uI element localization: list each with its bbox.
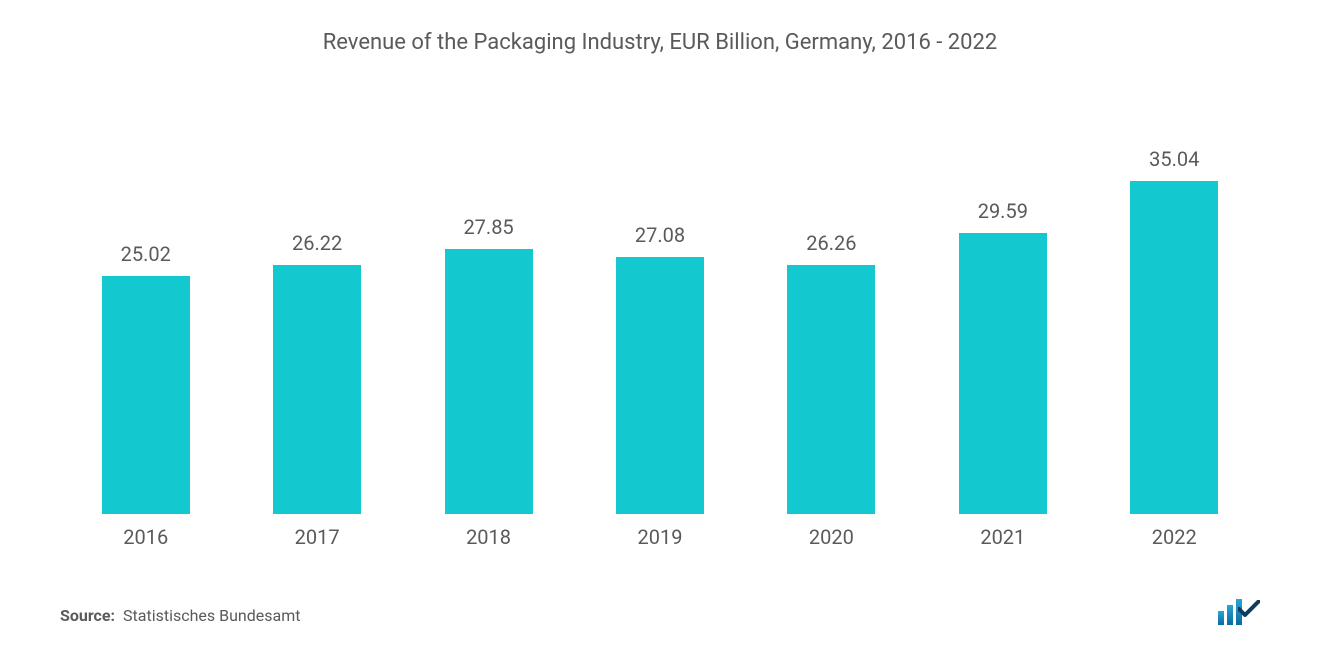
x-axis-labels: 2016 2017 2018 2019 2020 2021 2022 — [50, 525, 1270, 549]
x-label: 2019 — [574, 525, 745, 549]
value-label: 29.59 — [978, 199, 1028, 223]
source-label: Source: — [60, 606, 115, 625]
bar — [273, 265, 361, 514]
source-line: Source: Statistisches Bundesamt — [60, 606, 300, 625]
plot-area: 25.02 26.22 27.85 27.08 26.26 29.59 35.0… — [50, 95, 1270, 515]
value-label: 26.22 — [292, 231, 342, 255]
value-label: 27.08 — [635, 223, 685, 247]
bar-group: 27.85 — [403, 95, 574, 514]
x-label: 2016 — [60, 525, 231, 549]
bar — [102, 276, 190, 514]
bar-group: 27.08 — [574, 95, 745, 514]
bar — [445, 249, 533, 514]
chart-footer: Source: Statistisches Bundesamt — [50, 599, 1270, 625]
value-label: 27.85 — [463, 215, 513, 239]
value-label: 35.04 — [1149, 147, 1199, 171]
x-label: 2017 — [231, 525, 402, 549]
x-label: 2021 — [917, 525, 1088, 549]
brand-logo — [1218, 599, 1260, 625]
source-text: Statistisches Bundesamt — [123, 606, 300, 625]
bar-group: 25.02 — [60, 95, 231, 514]
chart-title: Revenue of the Packaging Industry, EUR B… — [50, 30, 1270, 55]
chart-container: Revenue of the Packaging Industry, EUR B… — [0, 0, 1320, 665]
bar-group: 29.59 — [917, 95, 1088, 514]
bar — [616, 257, 704, 514]
x-label: 2020 — [746, 525, 917, 549]
x-label: 2018 — [403, 525, 574, 549]
logo-check-icon — [1238, 600, 1260, 618]
bar-group: 35.04 — [1089, 95, 1260, 514]
bar — [787, 265, 875, 514]
bar-group: 26.22 — [231, 95, 402, 514]
value-label: 25.02 — [121, 242, 171, 266]
bar-group: 26.26 — [746, 95, 917, 514]
bar — [959, 233, 1047, 514]
bar — [1130, 181, 1218, 514]
value-label: 26.26 — [806, 231, 856, 255]
x-label: 2022 — [1089, 525, 1260, 549]
